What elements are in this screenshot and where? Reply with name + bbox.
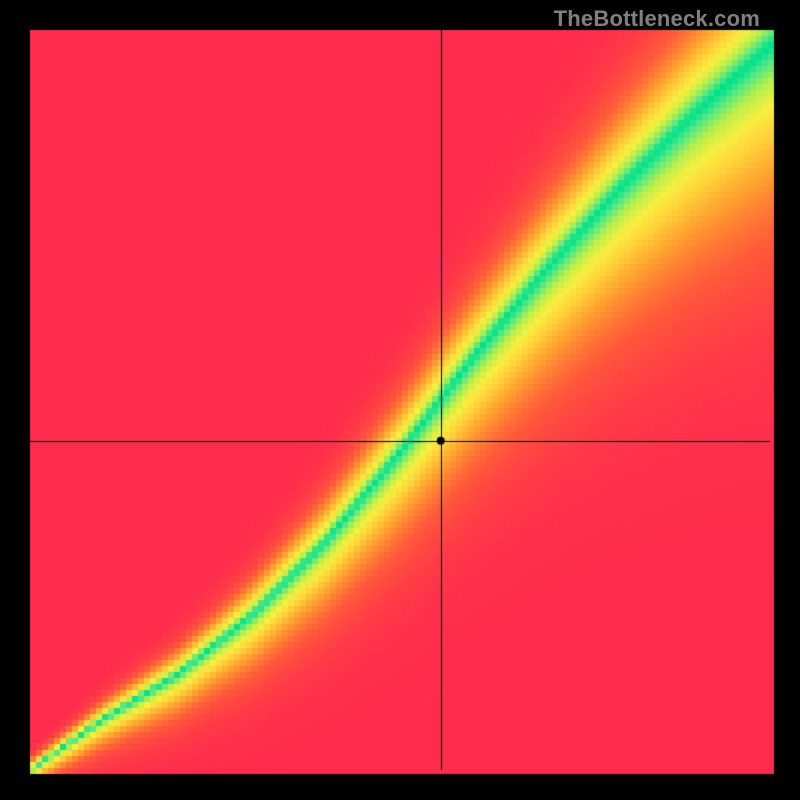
watermark-label: TheBottleneck.com [554,6,760,32]
heatmap-canvas [0,0,800,800]
chart-container: TheBottleneck.com [0,0,800,800]
